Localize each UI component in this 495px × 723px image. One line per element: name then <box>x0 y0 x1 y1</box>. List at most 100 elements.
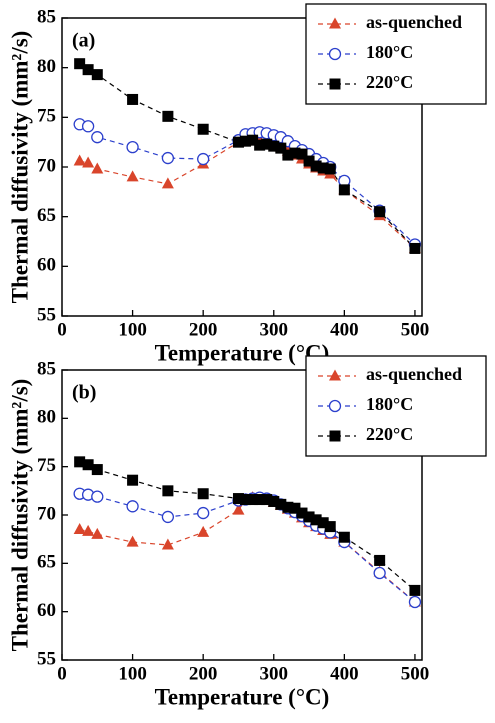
panel: 55 60 65 70 75 80 85 0 100 200 300 400 500 Temperatur… <box>7 6 429 365</box>
marker-square <box>310 514 322 526</box>
legend-label: as-quenched <box>366 364 462 384</box>
marker-square <box>254 139 266 151</box>
marker-triangle <box>91 527 104 539</box>
marker-triangle <box>329 17 341 29</box>
marker-square <box>296 148 308 160</box>
marker-triangle <box>232 503 245 515</box>
marker-square <box>268 495 280 507</box>
x-tick-label: 100 <box>118 663 147 684</box>
marker-square <box>232 493 244 505</box>
y-tick-label: 75 <box>37 106 56 127</box>
y-tick-label: 85 <box>37 6 56 27</box>
marker-square <box>282 501 294 513</box>
series-line <box>79 138 416 249</box>
panel-label: (b) <box>72 382 96 404</box>
marker-square <box>268 140 280 152</box>
marker-triangle <box>161 177 174 189</box>
x-tick-label: 200 <box>189 663 218 684</box>
legend-label: 180°C <box>366 394 413 414</box>
marker-square <box>162 110 174 122</box>
marker-square <box>303 155 315 167</box>
x-tick-label: 0 <box>57 319 67 340</box>
marker-triangle <box>197 525 210 537</box>
marker-square <box>324 163 336 175</box>
marker-square <box>374 206 386 218</box>
marker-square <box>289 147 301 159</box>
x-tick-label: 200 <box>189 319 218 340</box>
marker-triangle <box>91 162 104 174</box>
marker-triangle <box>126 170 139 182</box>
panel-label: (a) <box>72 30 95 52</box>
y-tick-label: 80 <box>37 56 56 77</box>
marker-square <box>127 93 139 105</box>
marker-square <box>254 494 266 506</box>
marker-square <box>247 134 259 146</box>
marker-square <box>261 494 273 506</box>
x-tick-label: 400 <box>330 319 359 340</box>
legend-label: 180°C <box>366 42 413 62</box>
y-tick-label: 55 <box>37 304 56 325</box>
y-tick-label: 70 <box>37 503 56 524</box>
y-tick-label: 65 <box>37 205 56 226</box>
marker-triangle <box>73 523 86 534</box>
y-tick-label: 55 <box>37 648 56 669</box>
series-line <box>79 63 416 249</box>
x-tick-label: 400 <box>330 663 359 684</box>
marker-circle <box>373 566 386 580</box>
marker-square <box>317 162 329 174</box>
marker-square <box>91 464 103 476</box>
marker-circle <box>328 399 342 413</box>
marker-circle <box>328 47 342 61</box>
marker-square <box>329 430 341 442</box>
legend-label: as-quenched <box>366 12 462 32</box>
marker-triangle <box>73 154 86 166</box>
marker-circle <box>197 506 210 520</box>
x-tick-label: 100 <box>118 319 147 340</box>
x-tick-label: 500 <box>401 663 430 684</box>
marker-square <box>324 521 336 533</box>
y-tick-label: 80 <box>37 407 56 428</box>
marker-square <box>197 123 209 135</box>
marker-circle <box>408 595 422 609</box>
marker-square <box>240 494 252 506</box>
marker-circle <box>126 500 139 513</box>
marker-square <box>275 142 287 154</box>
x-tick-label: 500 <box>401 319 430 340</box>
marker-square <box>303 511 315 523</box>
marker-square <box>240 135 252 147</box>
marker-square <box>162 485 174 497</box>
marker-square <box>317 517 329 529</box>
marker-circle <box>161 151 175 165</box>
y-tick-label: 60 <box>37 255 56 276</box>
x-tick-label: 0 <box>57 663 67 684</box>
x-tick-label: 300 <box>260 319 289 340</box>
y-tick-label: 65 <box>37 552 56 573</box>
marker-square <box>261 138 273 150</box>
marker-circle <box>91 131 104 144</box>
marker-square <box>409 242 421 254</box>
marker-circle <box>91 490 104 503</box>
marker-square <box>289 502 301 514</box>
marker-triangle <box>82 524 95 536</box>
marker-square <box>374 554 386 566</box>
marker-triangle <box>329 369 341 381</box>
y-axis-label: Thermal diffusivity (mm²/s) <box>7 379 32 652</box>
marker-square <box>74 58 86 70</box>
marker-square <box>310 160 322 172</box>
marker-square <box>329 78 341 90</box>
x-axis-label: Temperature (°C) <box>155 684 330 709</box>
marker-square <box>409 584 421 596</box>
marker-square <box>247 494 259 506</box>
marker-triangle <box>161 538 174 550</box>
marker-square <box>197 488 209 500</box>
marker-square <box>282 149 294 161</box>
y-tick-label: 70 <box>37 155 56 176</box>
x-axis-label: Temperature (°C) <box>155 340 330 365</box>
x-tick-label: 300 <box>260 663 289 684</box>
marker-square <box>232 136 244 148</box>
series-line <box>79 496 416 603</box>
legend-label: 220°C <box>366 72 413 92</box>
marker-square <box>338 531 350 543</box>
marker-circle <box>161 510 175 524</box>
